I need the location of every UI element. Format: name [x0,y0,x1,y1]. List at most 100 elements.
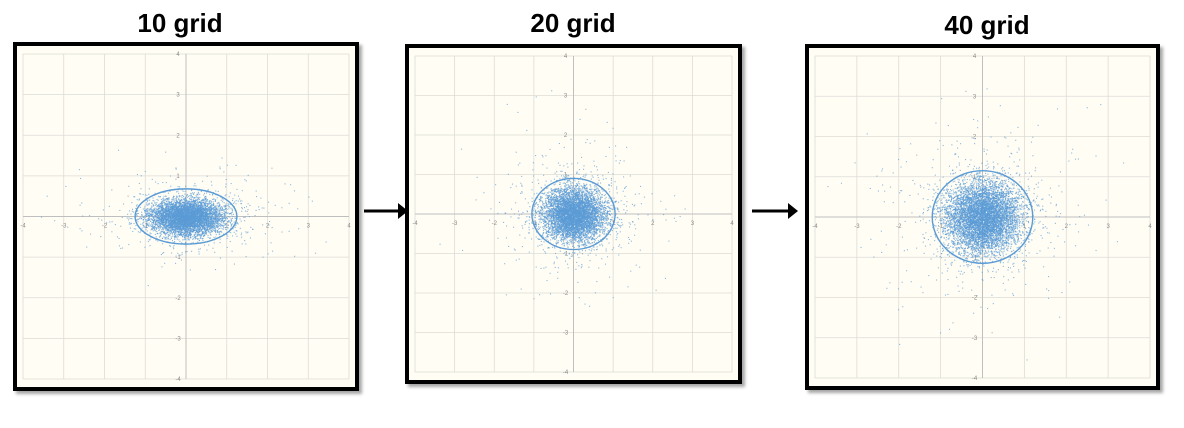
data-point [284,183,286,185]
data-point [230,223,232,225]
data-point [210,231,212,233]
data-point [182,233,184,235]
data-point [135,224,137,227]
data-point [176,216,178,218]
data-point [175,199,177,201]
data-point [81,230,83,232]
data-point [46,195,48,197]
data-point [189,231,191,234]
data-point [143,221,145,223]
data-point [178,208,180,210]
data-point [158,216,160,218]
data-point [195,204,198,206]
data-point [181,199,183,201]
data-point [207,236,209,238]
data-point [162,252,164,254]
data-point [193,192,195,194]
data-point [177,252,179,254]
data-point [167,237,169,239]
data-point [202,222,204,224]
data-point [187,203,189,205]
data-point [121,216,123,218]
data-point [247,203,249,205]
data-point [160,207,162,209]
data-point [136,199,138,201]
data-point [186,196,188,198]
data-point [184,193,186,195]
data-point [225,207,227,209]
data-point [160,198,162,201]
data-point [157,222,159,224]
data-point [228,206,231,208]
data-point [146,194,148,196]
data-point [164,210,166,212]
data-point [190,198,192,200]
data-point [206,230,208,232]
data-point [196,222,198,225]
data-point [163,204,165,206]
data-point [167,192,170,194]
data-point [233,221,235,223]
data-point [198,198,200,200]
data-point [202,198,204,201]
data-point [193,203,195,205]
data-point [201,217,203,219]
data-point [226,205,228,207]
data-point [231,208,233,210]
data-point [179,199,181,201]
data-point [167,214,169,216]
data-point [174,208,176,210]
data-point [157,212,159,214]
data-point [221,219,223,221]
data-point [102,209,105,211]
data-point [155,213,157,215]
data-point [65,185,67,188]
data-point [209,215,211,217]
data-point [200,212,202,215]
data-point [138,182,140,184]
data-point [230,220,232,222]
data-point [233,213,235,215]
data-point [183,209,185,211]
data-point [143,217,145,219]
data-point [208,208,210,210]
data-point [197,220,199,222]
data-point [160,213,162,215]
data-point [218,218,220,220]
data-point [234,217,236,219]
data-point [155,210,157,212]
data-point [156,218,158,220]
data-point [192,199,194,201]
data-point [193,216,195,218]
data-point [202,212,204,214]
panel-title-10-grid: 10 grid [137,8,223,38]
data-point [182,207,184,210]
data-point [166,206,168,209]
data-point [209,226,211,228]
data-point [221,217,223,219]
data-point [159,209,161,212]
data-point [161,217,163,220]
data-point [116,236,119,238]
data-point [187,236,189,238]
data-point [193,205,195,207]
data-point [195,198,197,200]
data-point [204,214,206,216]
data-point [128,222,131,224]
data-point [132,230,134,233]
data-point [221,231,223,233]
data-point [171,203,173,205]
data-point [155,208,157,210]
data-point [147,218,149,220]
data-point [175,216,177,218]
data-point [160,203,163,205]
data-point [206,175,208,177]
data-point [183,234,185,236]
data-point [161,212,163,214]
data-point [135,214,137,216]
data-point [200,202,202,204]
data-point [188,238,190,240]
data-point [154,192,156,194]
data-point [217,190,219,192]
data-point [146,212,148,214]
